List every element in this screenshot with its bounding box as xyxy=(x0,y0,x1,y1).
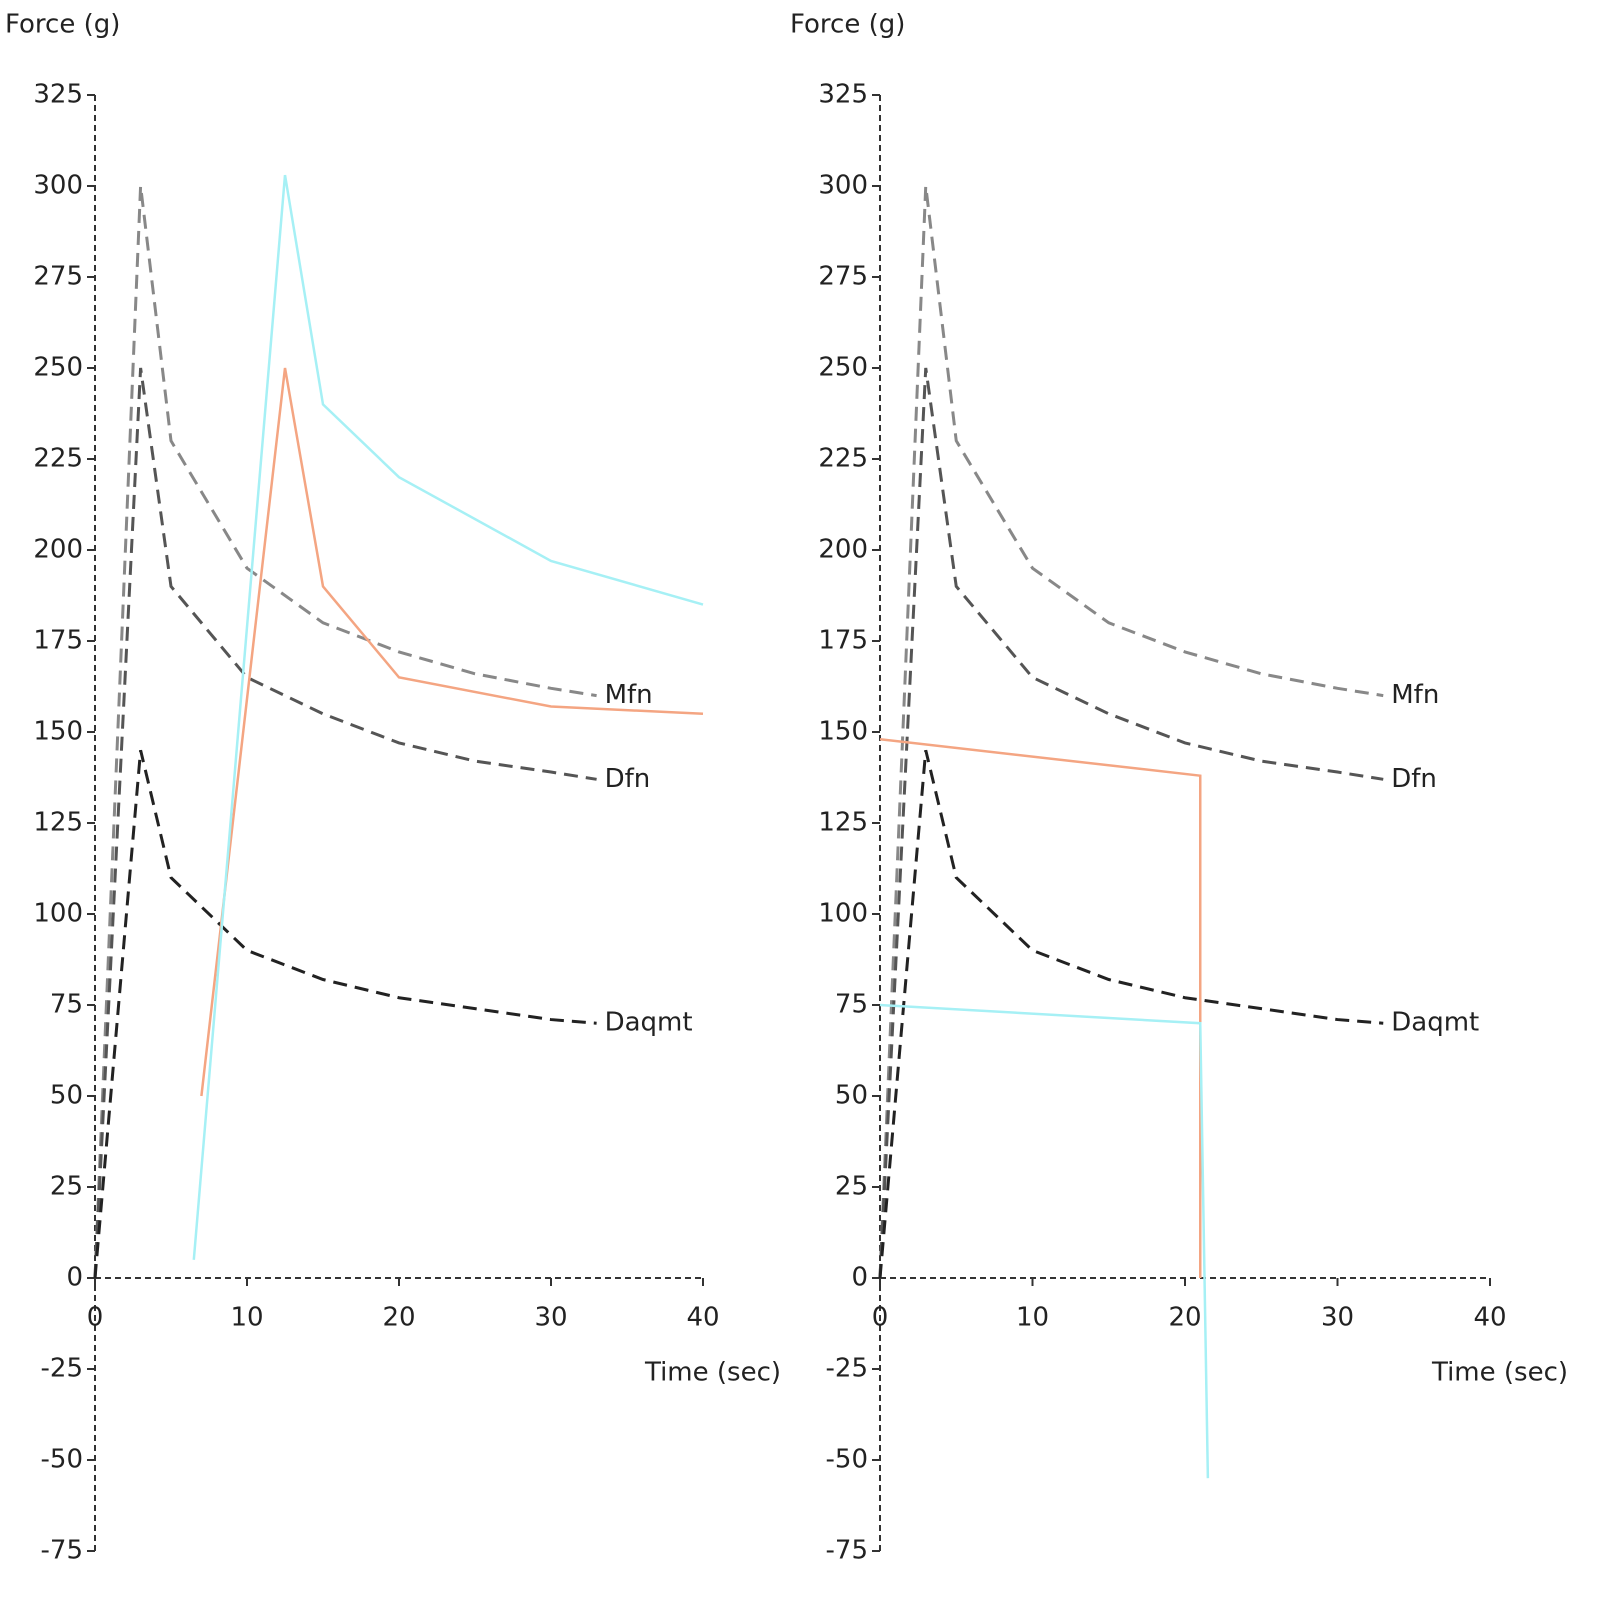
y-tick-label: 100 xyxy=(818,899,868,929)
series-label: Mfn xyxy=(605,680,653,710)
y-tick-label: 125 xyxy=(818,808,868,838)
y-tick-label: 200 xyxy=(818,535,868,565)
x-axis-label: Time (sec) xyxy=(644,1358,781,1388)
y-tick-label: 325 xyxy=(818,80,868,110)
y-tick-label: -25 xyxy=(826,1354,868,1384)
y-tick-label: 250 xyxy=(33,353,83,383)
series-line xyxy=(93,749,597,1279)
y-tick-label: 75 xyxy=(50,990,83,1020)
y-tick-label: -75 xyxy=(826,1536,868,1566)
x-tick-label: 40 xyxy=(1473,1303,1506,1333)
x-tick-label: 10 xyxy=(1016,1303,1049,1333)
y-tick-label: 275 xyxy=(818,262,868,292)
series-line xyxy=(93,185,597,1279)
y-tick-label: 300 xyxy=(33,171,83,201)
y-tick-label: 75 xyxy=(835,990,868,1020)
x-tick-label: 20 xyxy=(1168,1303,1201,1333)
y-tick-label: 50 xyxy=(835,1081,868,1111)
y-tick-label: -75 xyxy=(41,1536,83,1566)
y-tick-label: 100 xyxy=(33,899,83,929)
series-line xyxy=(200,367,704,1097)
y-tick-label: 0 xyxy=(66,1263,83,1293)
x-tick-label: 0 xyxy=(87,1303,104,1333)
y-tick-label: 50 xyxy=(50,1081,83,1111)
series-label: Mfn xyxy=(1391,680,1439,710)
x-tick-label: 30 xyxy=(534,1303,567,1333)
series-line xyxy=(878,367,1384,1279)
y-tick-label: 225 xyxy=(818,444,868,474)
series-label: Dfn xyxy=(1391,764,1437,794)
y-tick-label: 175 xyxy=(33,626,83,656)
series-label: Daqmt xyxy=(1391,1008,1479,1038)
x-tick-label: 0 xyxy=(872,1303,889,1333)
y-axis-label: Force (g) xyxy=(790,10,905,40)
series-label: Dfn xyxy=(605,764,651,794)
y-tick-label: 125 xyxy=(33,808,83,838)
y-tick-label: 300 xyxy=(818,171,868,201)
x-axis-label: Time (sec) xyxy=(1431,1358,1568,1388)
series-line xyxy=(93,367,597,1279)
y-tick-label: -25 xyxy=(41,1354,83,1384)
y-tick-label: -50 xyxy=(41,1445,83,1475)
series-line xyxy=(878,749,1384,1279)
y-axis-label: Force (g) xyxy=(5,10,120,40)
y-tick-label: 25 xyxy=(50,1172,83,1202)
y-tick-label: 250 xyxy=(818,353,868,383)
series-line xyxy=(879,738,1202,1278)
y-tick-label: 200 xyxy=(33,535,83,565)
y-tick-label: 175 xyxy=(818,626,868,656)
x-tick-label: 10 xyxy=(230,1303,263,1333)
y-tick-label: -50 xyxy=(826,1445,868,1475)
y-tick-label: 225 xyxy=(33,444,83,474)
x-tick-label: 30 xyxy=(1321,1303,1354,1333)
y-tick-label: 0 xyxy=(851,1263,868,1293)
y-tick-label: 150 xyxy=(818,717,868,747)
y-tick-label: 275 xyxy=(33,262,83,292)
series-line xyxy=(878,185,1384,1279)
series-line xyxy=(879,1003,1210,1479)
y-tick-label: 25 xyxy=(835,1172,868,1202)
y-tick-label: 325 xyxy=(33,80,83,110)
series-line xyxy=(192,174,704,1260)
x-tick-label: 20 xyxy=(382,1303,415,1333)
x-tick-label: 40 xyxy=(686,1303,719,1333)
series-label: Daqmt xyxy=(605,1008,693,1038)
y-tick-label: 150 xyxy=(33,717,83,747)
